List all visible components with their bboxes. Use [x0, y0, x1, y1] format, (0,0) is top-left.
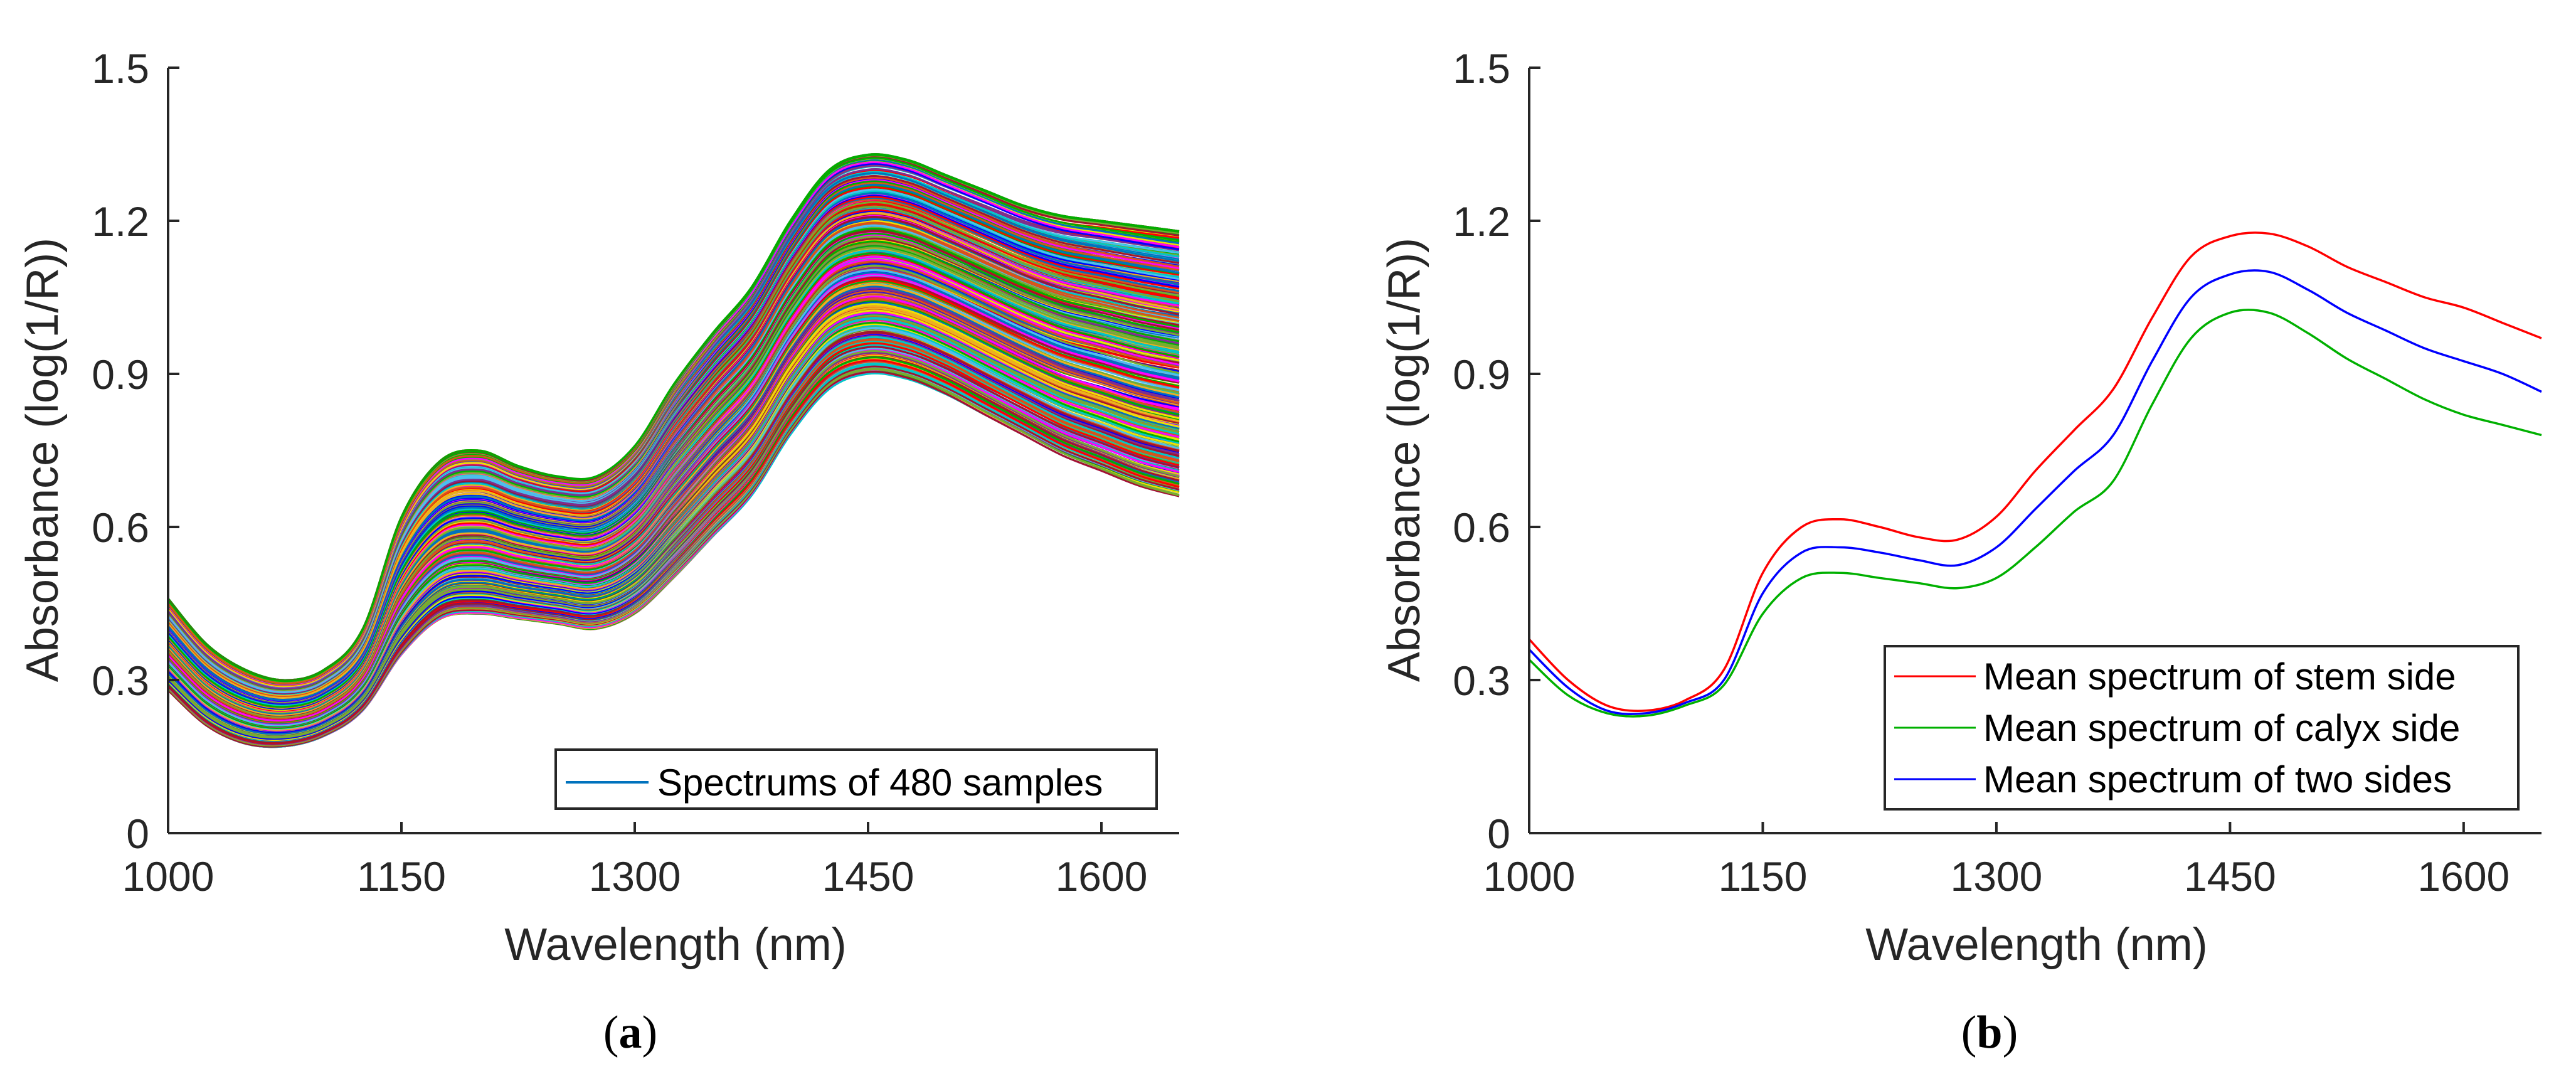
- panel-b-legend-label-calyx: Mean spectrum of calyx side: [1983, 707, 2460, 749]
- panel-a-y-tick-label: 0.3: [92, 657, 149, 704]
- panel-b-series-line-0: [1528, 231, 2542, 713]
- panel-b-series-line-1: [1528, 309, 2542, 718]
- panel-b-x-tick-label: 1450: [2184, 853, 2276, 900]
- panel-a-x-tick-label: 1600: [1056, 853, 1148, 900]
- panel-a-legend-box: [554, 748, 1158, 810]
- panel-a-legend: Spectrums of 480 samples: [554, 748, 1158, 810]
- panel-a-spectra: [167, 153, 1180, 748]
- panel-b-y-tick-label: 1.5: [1453, 45, 1510, 92]
- panel-a-x-tick-label: 1000: [122, 853, 215, 900]
- panel-b-y-tick-label: 0.9: [1453, 351, 1510, 398]
- panel-b-y-tick-label: 0.3: [1453, 657, 1510, 704]
- panel-b-y-tick-label: 1.2: [1453, 198, 1510, 245]
- panel-a-x-tick-label: 1150: [357, 853, 446, 900]
- panel-a-y-tick-label: 1.2: [92, 198, 149, 245]
- panel-a-x-tick-label: 1300: [589, 853, 681, 900]
- panel-b-series-line-2: [1528, 269, 2542, 716]
- panel-b-x-tick-label: 1300: [1951, 853, 2043, 900]
- panel-b-legend-label-two-sides: Mean spectrum of two sides: [1983, 758, 2452, 800]
- panel-a-y-tick-label: 0: [126, 811, 149, 857]
- panel-b-legend-box: [1884, 645, 2520, 811]
- panel-a-label: (a): [603, 1007, 657, 1058]
- panel-b-y-tick-label: 0: [1487, 811, 1510, 857]
- panel-b-mean-spectra: [1528, 231, 2542, 718]
- panel-b-x-tick-label: 1150: [1718, 853, 1807, 900]
- panel-a-y-tick-label: 0.6: [92, 504, 149, 551]
- panel-b-y-tick-label: 0.6: [1453, 504, 1510, 551]
- panel-b-axes: 1000 1150 1300 1450 1600 0 0.3 0.6 0.9 1.2 1.5: [1453, 45, 2542, 900]
- panel-a-legend-label: Spectrums of 480 samples: [657, 762, 1103, 804]
- panel-a-x-tick-label: 1450: [822, 853, 914, 900]
- panel-a: 1000 1150 1300 1450 1600 0 0.3 0.6 0.9 1.2 1.5 Abs…: [18, 45, 1180, 1058]
- panel-b: 1000 1150 1300 1450 1600 0 0.3 0.6 0.9 1.2 1.5 Abs…: [1379, 45, 2542, 1058]
- panel-b-x-tick-label: 1000: [1483, 853, 1576, 900]
- panel-a-spectrum-line: [167, 153, 1180, 683]
- panel-b-legend-label-stem: Mean spectrum of stem side: [1983, 656, 2456, 698]
- panel-b-x-tick-label: 1600: [2417, 853, 2510, 900]
- panel-a-y-axis-title: Absorbance (log(1/R)): [18, 238, 68, 682]
- panel-a-y-tick-label: 0.9: [92, 351, 149, 398]
- panel-a-y-tick-label: 1.5: [92, 45, 149, 92]
- panel-a-x-axis-title: Wavelength (nm): [504, 920, 847, 970]
- panel-b-x-axis-title: Wavelength (nm): [1865, 920, 2208, 970]
- panel-b-y-axis-title: Absorbance (log(1/R)): [1379, 238, 1429, 682]
- panel-b-label: (b): [1961, 1007, 2018, 1058]
- panel-b-legend: Mean spectrum of stem side Mean spectrum…: [1884, 645, 2520, 811]
- panel-a-axes: 1000 1150 1300 1450 1600 0 0.3 0.6 0.9 1.2 1.5: [92, 45, 1179, 900]
